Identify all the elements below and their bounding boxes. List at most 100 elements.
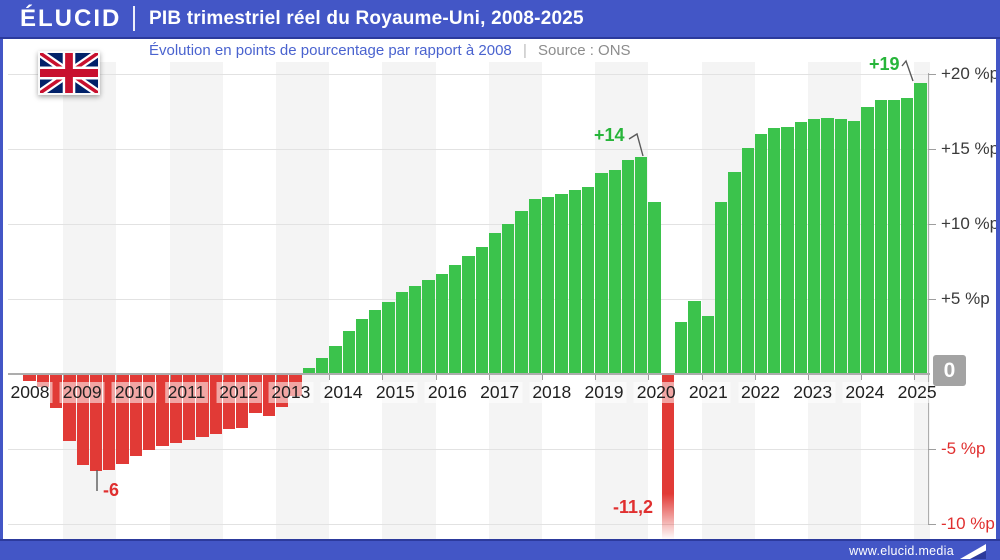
x-year-label: 2011 [164,382,209,403]
x-year-label: 2022 [738,382,783,403]
bar-2023-T4 [847,120,861,374]
bar-2015-T3 [409,285,422,374]
bar-2008-T2 [23,375,36,381]
annotation-label: -11,2 [612,497,653,517]
bar-2015-T2 [395,291,409,374]
bar-2019-T4 [635,156,648,374]
bar-2021-T2 [714,201,728,374]
bar-2020-T2 [661,375,675,540]
uk-flag-icon [38,51,100,95]
bar-2022-T2 [768,128,781,374]
x-axis-tick [329,374,331,380]
annotation-label: +19 [869,54,900,74]
bar-2018-T4 [581,186,595,374]
bar-2018-T2 [555,194,568,374]
footer-bar: www.elucid.media [0,539,1000,560]
x-axis-tick [861,374,863,380]
header-underline [0,37,1000,39]
annotation-label: -6 [103,480,120,500]
x-axis-tick [648,374,650,380]
bar-2021-T1 [701,315,714,374]
annotation-pointer [901,59,914,82]
bar-2014-T3 [355,318,369,374]
bar-2023-T2 [821,117,834,374]
x-axis-tick [542,374,543,380]
bar-2014-T2 [342,330,355,374]
bar-2014-T1 [329,345,342,374]
y-axis-tick [928,74,936,75]
gridline [8,74,928,75]
bar-2019-T2 [608,170,621,374]
bar-2020-T4 [688,300,701,374]
x-year-label: 2016 [424,382,470,403]
x-axis-tick [222,374,224,380]
x-axis-tick [808,374,809,380]
bar-2021-T3 [728,171,741,374]
bar-2024-T2 [874,99,887,374]
bar-2016-T2 [448,264,462,374]
y-tick-label: +5 %p [941,289,990,308]
x-axis-tick [116,374,118,380]
bar-2022-T1 [754,134,768,374]
bar-2025-T1 [914,83,927,374]
frame-right-border [996,37,1000,560]
bar-2018-T3 [568,189,581,374]
y-axis-line [928,73,929,524]
year-band [169,62,223,540]
annotation-label: +14 [594,125,625,145]
x-year-label: 2009 [59,382,105,403]
x-year-label: 2013 [268,382,314,403]
header-divider [133,6,135,31]
y-tick-label: +15 %p [941,139,1000,158]
zero-axis-badge: 0 [933,355,966,386]
bar-2013-T3 [302,368,315,374]
bar-2017-T1 [488,233,502,374]
x-year-label: 2020 [633,382,679,403]
bar-2016-T1 [435,273,448,374]
subtitle-separator: | [522,42,527,59]
bar-2018-T1 [542,197,555,374]
x-year-label: 2017 [477,382,523,403]
bar-2022-T3 [781,126,794,374]
y-axis-tick [928,299,936,300]
x-axis-tick [63,374,65,380]
bar-2014-T4 [369,309,382,374]
y-tick-label: -5 %p [941,439,986,458]
bar-2016-T4 [475,246,488,374]
bar-2013-T4 [315,357,329,374]
bar-2022-T4 [794,122,808,374]
page-title: PIB trimestriel réel du Royaume-Uni, 200… [149,8,584,29]
x-axis-tick [488,374,490,380]
x-year-label: 2024 [842,382,888,403]
bar-2015-T4 [422,279,435,374]
gridline [8,149,928,150]
y-axis-tick [928,149,936,150]
x-axis-tick [595,374,597,380]
bar-2017-T3 [515,210,528,374]
bar-2020-T1 [648,201,661,374]
source-label: Source : ONS [538,42,631,59]
bar-2016-T3 [462,255,475,374]
x-year-label: 2021 [685,382,731,403]
bar-2023-T1 [808,119,821,374]
x-year-label: 2014 [320,382,366,403]
bar-2019-T3 [621,159,635,374]
x-year-label: 2015 [372,382,418,403]
bar-2021-T4 [741,147,754,374]
brand-logo: ÉLUCID [20,5,122,32]
gridline [8,524,928,525]
bar-2017-T2 [502,224,515,374]
x-year-label: 2010 [111,382,157,403]
x-year-label: 2008 [7,382,53,403]
y-axis-tick [928,224,936,225]
x-axis-tick [701,374,703,380]
x-axis-tick [754,374,756,380]
chart-subtitle: Évolution en points de pourcentage par r… [149,41,631,61]
header-bar: ÉLUCID PIB trimestriel réel du Royaume-U… [0,0,1000,37]
y-axis-tick [928,449,936,450]
bar-2008-T4 [49,375,63,408]
x-year-label: 2019 [581,382,627,403]
y-tick-label: +20 %p [941,64,1000,83]
